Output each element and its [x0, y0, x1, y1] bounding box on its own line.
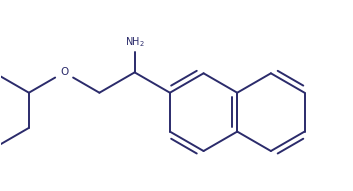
Text: O: O	[60, 67, 68, 77]
Text: NH$_2$: NH$_2$	[125, 35, 145, 49]
